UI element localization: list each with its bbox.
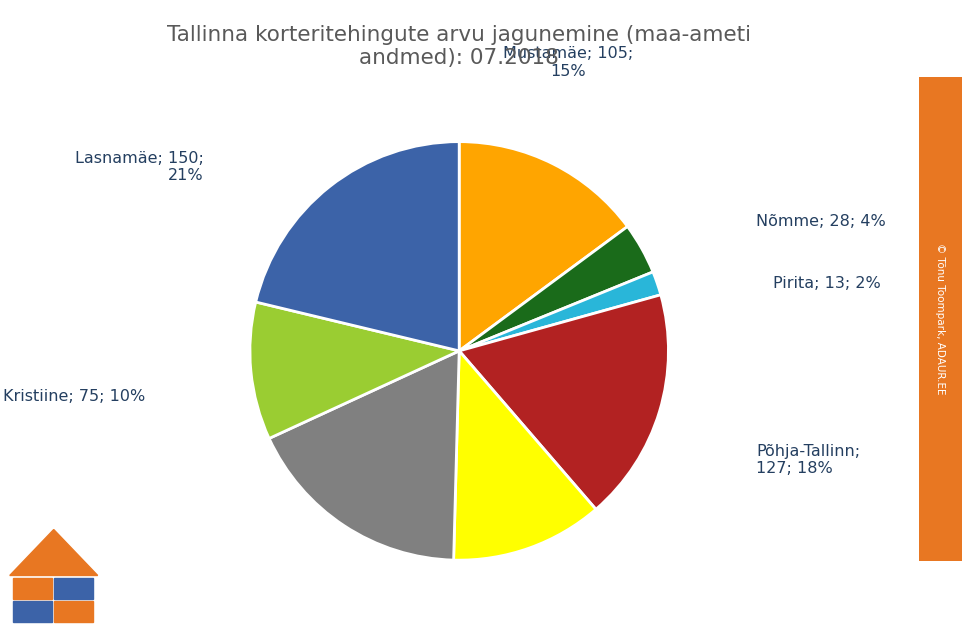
Wedge shape	[256, 142, 459, 351]
Text: Põhja-Tallinn;
127; 18%: Põhja-Tallinn; 127; 18%	[756, 443, 861, 476]
Wedge shape	[250, 302, 459, 438]
Bar	[13, 578, 52, 600]
Wedge shape	[269, 351, 459, 560]
Text: Lasnamäe; 150;
21%: Lasnamäe; 150; 21%	[75, 151, 204, 183]
FancyBboxPatch shape	[919, 77, 962, 561]
Wedge shape	[459, 142, 627, 351]
Wedge shape	[459, 226, 653, 351]
Text: Pirita; 13; 2%: Pirita; 13; 2%	[773, 276, 881, 292]
Bar	[54, 578, 93, 600]
Text: Kristiine; 75; 10%: Kristiine; 75; 10%	[3, 389, 146, 404]
Bar	[54, 601, 93, 623]
Wedge shape	[453, 351, 596, 560]
Title: Tallinna korteritehingute arvu jagunemine (maa-ameti
andmed): 07.2018: Tallinna korteritehingute arvu jagunemin…	[167, 25, 751, 68]
Text: © Tõnu Toompark, ADAUR.EE: © Tõnu Toompark, ADAUR.EE	[935, 243, 946, 395]
Text: Mustamäe; 105;
15%: Mustamäe; 105; 15%	[503, 47, 633, 79]
Wedge shape	[459, 295, 668, 509]
Bar	[13, 601, 52, 623]
Text: Nõmme; 28; 4%: Nõmme; 28; 4%	[756, 214, 886, 228]
Wedge shape	[459, 272, 660, 351]
Polygon shape	[10, 530, 98, 575]
